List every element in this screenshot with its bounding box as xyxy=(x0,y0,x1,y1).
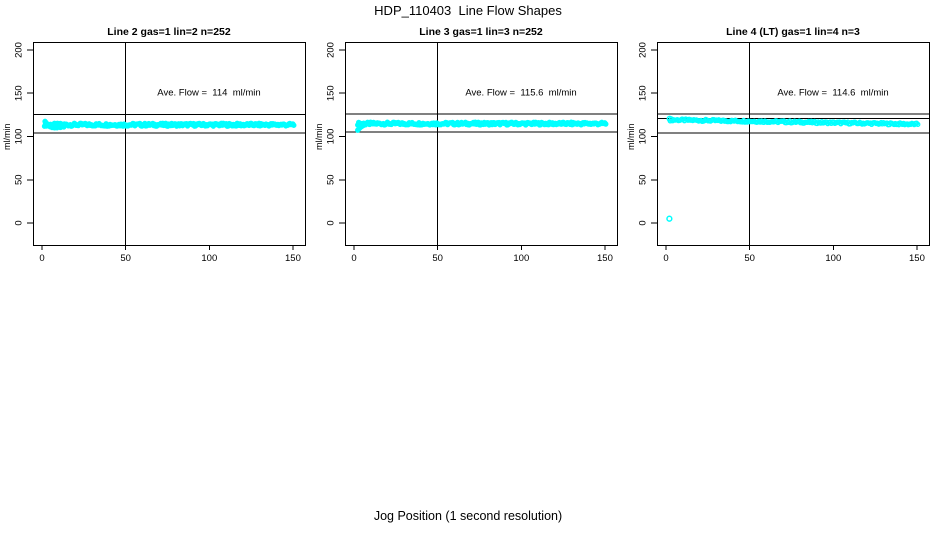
panel-title: Line 2 gas=1 lin=2 n=252 xyxy=(107,26,231,38)
x-axis-label: Jog Position (1 second resolution) xyxy=(373,509,563,523)
plot-box xyxy=(33,42,306,246)
svg-text:150: 150 xyxy=(597,253,613,264)
svg-text:100: 100 xyxy=(14,129,25,145)
flow-panel-line3: Line 3 gas=1 lin=3 n=252 ml/min 0 50 100 15… xyxy=(312,18,624,298)
axes xyxy=(651,42,930,250)
svg-text:50: 50 xyxy=(744,253,755,264)
svg-text:200: 200 xyxy=(14,42,25,58)
ave-flow-annotation: Ave. Flow = 115.6 ml/min xyxy=(465,87,577,99)
svg-text:0: 0 xyxy=(326,220,337,225)
panel-title: Line 3 gas=1 lin=3 n=252 xyxy=(419,26,543,38)
panel-title: Line 4 (LT) gas=1 lin=4 n=3 xyxy=(726,26,860,38)
tick-labels: 0 50 100 150 0 50 100 150 200 xyxy=(14,42,301,264)
scatter-plot: 0 50 100 150 0 50 100 150 200 xyxy=(326,42,618,264)
axes xyxy=(339,42,618,250)
data-points xyxy=(41,118,297,131)
svg-text:100: 100 xyxy=(326,129,337,145)
svg-text:150: 150 xyxy=(326,85,337,101)
svg-text:0: 0 xyxy=(14,220,25,225)
svg-text:150: 150 xyxy=(909,253,925,264)
scatter-plot: 0 50 100 150 0 50 100 150 200 xyxy=(638,42,930,264)
tick-labels: 0 50 100 150 0 50 100 150 200 xyxy=(326,42,613,264)
ave-flow-annotation: Ave. Flow = 114.6 ml/min xyxy=(777,87,889,99)
tick-labels: 0 50 100 150 0 50 100 150 200 xyxy=(638,42,925,264)
svg-text:50: 50 xyxy=(14,174,25,185)
svg-text:150: 150 xyxy=(285,253,301,264)
svg-text:150: 150 xyxy=(14,85,25,101)
scatter-plot: 0 50 100 150 0 50 100 150 200 xyxy=(14,42,306,264)
plot-box xyxy=(345,42,618,246)
reference-lines xyxy=(345,42,617,245)
svg-text:50: 50 xyxy=(432,253,443,264)
plot-box xyxy=(657,42,930,246)
svg-text:0: 0 xyxy=(351,253,356,264)
axes xyxy=(27,42,306,250)
svg-text:0: 0 xyxy=(638,220,649,225)
main-title: HDP_110403 Line Flow Shapes xyxy=(374,3,562,18)
svg-text:100: 100 xyxy=(638,129,649,145)
data-points xyxy=(355,119,609,133)
svg-text:100: 100 xyxy=(513,253,529,264)
data-points xyxy=(666,115,921,222)
svg-text:0: 0 xyxy=(663,253,668,264)
svg-text:100: 100 xyxy=(201,253,217,264)
flow-panel-line2: Line 2 gas=1 lin=2 n=252 ml/min 0 50 100 15… xyxy=(0,18,312,298)
reference-lines xyxy=(33,42,305,245)
ave-flow-annotation: Ave. Flow = 114 ml/min xyxy=(157,87,261,99)
svg-text:100: 100 xyxy=(825,253,841,264)
reference-lines xyxy=(657,42,929,245)
svg-text:200: 200 xyxy=(638,42,649,58)
svg-text:50: 50 xyxy=(326,174,337,185)
svg-text:150: 150 xyxy=(638,85,649,101)
svg-text:200: 200 xyxy=(326,42,337,58)
svg-text:50: 50 xyxy=(638,174,649,185)
svg-text:0: 0 xyxy=(39,253,44,264)
flow-panel-line4: Line 4 (LT) gas=1 lin=4 n=3 ml/min 0 50 10… xyxy=(624,18,936,298)
svg-text:50: 50 xyxy=(120,253,131,264)
